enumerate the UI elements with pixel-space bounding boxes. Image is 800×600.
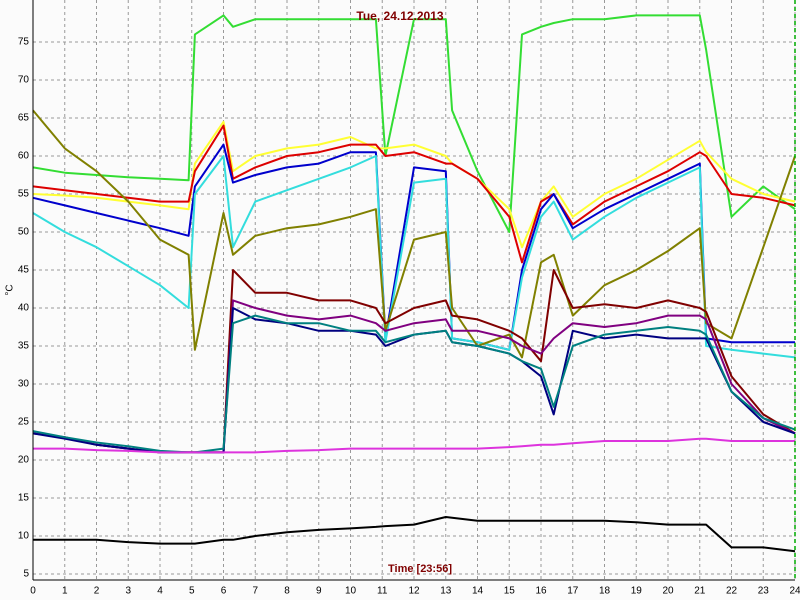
- data-line: [32, 155, 796, 359]
- x-tick-label: 0: [30, 586, 36, 597]
- x-tick-label: 13: [440, 586, 452, 597]
- x-tick-label: 24: [789, 586, 800, 597]
- plot-area: [32, 14, 796, 553]
- y-tick-label: 70: [18, 75, 30, 86]
- y-tick-label: 55: [18, 189, 30, 200]
- x-tick-label: 10: [345, 586, 357, 597]
- x-tick-label: 15: [504, 586, 516, 597]
- x-tick-label: 18: [599, 586, 611, 597]
- x-tick-label: 11: [377, 586, 388, 597]
- x-tick-label: 3: [125, 586, 131, 597]
- y-tick-label: 35: [18, 341, 30, 352]
- x-tick-label: 7: [252, 586, 258, 597]
- y-tick-label: 75: [18, 37, 30, 48]
- y-tick-label: 20: [18, 455, 30, 466]
- x-tick-label: 2: [94, 586, 100, 597]
- y-tick-label: 50: [18, 227, 30, 238]
- y-tick-label: 60: [18, 151, 30, 162]
- x-tick-label: 20: [662, 586, 674, 597]
- y-tick-label: 45: [18, 265, 30, 276]
- x-tick-label: 17: [567, 586, 579, 597]
- x-axis-label: Time [23:56]: [388, 563, 452, 575]
- y-tick-label: 5: [23, 569, 29, 580]
- x-tick-label: 19: [631, 586, 643, 597]
- x-tick-label: 8: [284, 586, 290, 597]
- y-tick-label: 30: [18, 379, 30, 390]
- y-tick-label: 15: [18, 493, 30, 504]
- y-axis-label: °C: [5, 284, 16, 295]
- x-tick-label: 1: [62, 586, 68, 597]
- y-tick-label: 25: [18, 417, 30, 428]
- x-tick-label: 16: [535, 586, 547, 597]
- data-line: [33, 516, 796, 553]
- x-tick-label: 14: [472, 586, 484, 597]
- data-line: [32, 109, 796, 359]
- data-line: [32, 120, 796, 249]
- y-tick-label: 40: [18, 303, 30, 314]
- data-line: [33, 437, 795, 454]
- data-line: [32, 143, 795, 351]
- x-tick-label: 4: [157, 586, 163, 597]
- x-tick-label: 5: [189, 586, 195, 597]
- y-tick-label: 10: [18, 531, 30, 542]
- x-tick-label: 12: [408, 586, 420, 597]
- chart-title: Tue, 24.12.2013: [356, 9, 443, 23]
- data-line: [32, 124, 796, 264]
- x-tick-label: 22: [726, 586, 738, 597]
- data-line: [32, 14, 796, 233]
- y-tick-label: 65: [18, 113, 30, 124]
- x-tick-label: 6: [221, 586, 227, 597]
- x-tick-label: 9: [316, 586, 322, 597]
- x-tick-label: 23: [758, 586, 770, 597]
- x-tick-label: 21: [694, 586, 706, 597]
